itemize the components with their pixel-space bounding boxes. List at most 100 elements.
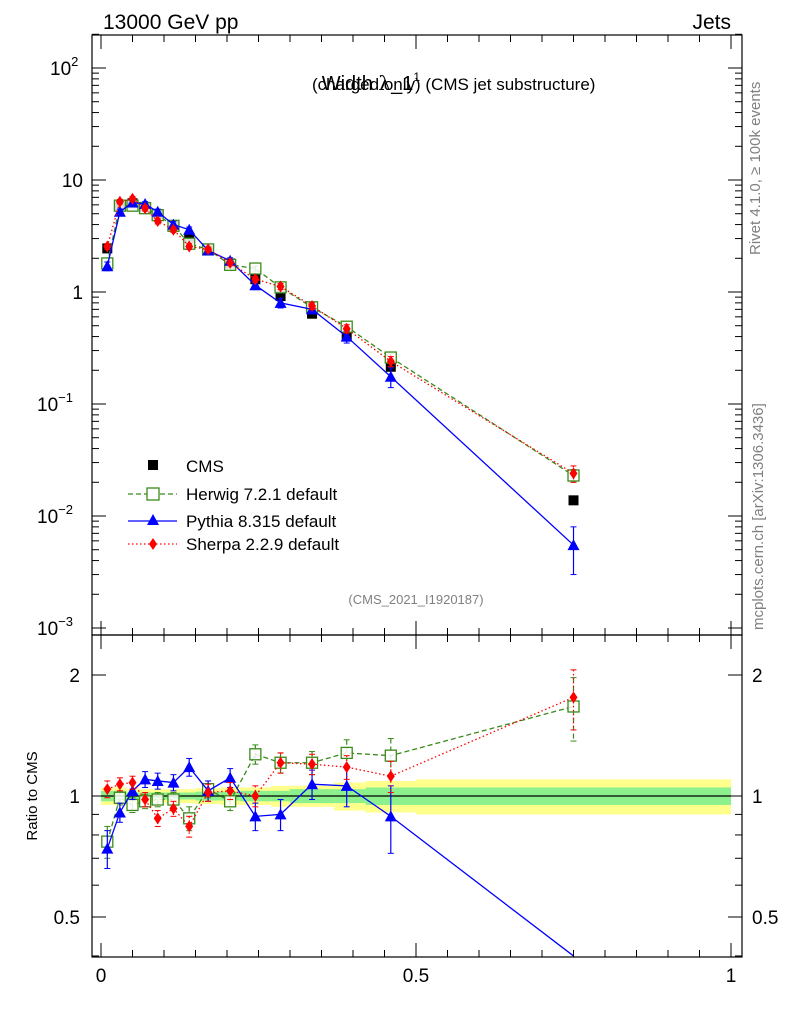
legend-sherpa-marker: [149, 538, 157, 550]
sherpa-data-point: [103, 783, 112, 796]
herwig-data-point: [249, 748, 262, 761]
herwig-data-point: [340, 746, 353, 760]
tick-base: 10: [37, 619, 58, 640]
sherpa-data-point: [386, 355, 395, 368]
legend-pythia-label: Pythia 8.315 default: [186, 512, 337, 531]
sherpa-data-point: [251, 790, 260, 802]
herwig-data-point: [151, 793, 164, 806]
cms-data-point: [568, 495, 579, 506]
pythia-data-point: [224, 771, 237, 783]
sherpa-data-point: [342, 761, 351, 774]
sherpa-data-point: [185, 240, 194, 253]
legend-cms-label: CMS: [186, 457, 224, 476]
plot-title-suffix: (charged only) (CMS jet substructure): [312, 75, 595, 94]
legend-cms-marker: [148, 460, 158, 470]
main-y-tick-label: 1: [72, 283, 83, 304]
sherpa-series-line: [107, 696, 574, 828]
herwig-series-line: [106, 705, 574, 842]
herwig-data-point: [126, 798, 139, 812]
main-y-tick-label: 10−2: [37, 502, 73, 528]
sherpa-data-point: [251, 273, 260, 286]
pythia-data-point: [384, 370, 397, 382]
pythia-data-point: [340, 330, 353, 342]
title-subscript: _1: [390, 73, 413, 95]
sherpa-data-point: [169, 223, 178, 236]
tick-base: 1: [72, 283, 83, 304]
title-lambda: λ: [378, 71, 391, 95]
plot-title: Width λ_11: [322, 70, 421, 95]
sherpa-data-point: [153, 215, 162, 228]
herwig-data-point: [113, 791, 127, 804]
sherpa-data-point: [141, 202, 150, 215]
pythia-data-point: [306, 778, 319, 790]
pythia-data-point: [384, 810, 397, 822]
mcplots-label: mcplots.cern.ch [arXiv:1306.3436]: [750, 403, 767, 630]
main-y-tick-label: 10−3: [37, 614, 73, 640]
x-tick-label: 0.5: [403, 966, 429, 987]
title-prefix: Width: [322, 73, 379, 95]
x-tick-label: 1: [726, 966, 737, 987]
tick-base: 10: [50, 59, 71, 80]
tick-base: 10: [37, 395, 58, 416]
header-energy-label: 13000 GeV pp: [103, 11, 238, 34]
herwig-data-point: [223, 795, 237, 808]
sherpa-data-point: [386, 770, 395, 783]
herwig-series-line: [106, 205, 574, 477]
tick-exponent: −2: [58, 502, 73, 517]
pythia-data-point: [151, 774, 164, 786]
pythia-data-point: [274, 808, 287, 820]
sherpa-data-point: [276, 280, 285, 293]
pythia-data-point: [139, 773, 152, 785]
rivet-version-label: Rivet 4.1.0, ≥ 100k events: [747, 82, 764, 255]
legend-sherpa-label: Sherpa 2.2.9 default: [186, 535, 339, 554]
ratio-y-tick-label-right: 0.5: [752, 908, 778, 929]
sherpa-data-point: [115, 778, 124, 791]
tick-exponent: 2: [71, 54, 78, 69]
pythia-data-point: [113, 205, 126, 217]
ratio-y-tick-label: 1: [69, 787, 80, 808]
pythia-data-point: [183, 761, 196, 773]
legend-pythia-marker: [147, 514, 159, 525]
pythia-data-point: [101, 842, 114, 854]
tick-base: 10: [37, 507, 58, 528]
legend-herwig-marker: [146, 487, 160, 501]
sherpa-data-point: [141, 793, 150, 806]
pythia-data-point: [567, 539, 580, 551]
pythia-data-point: [126, 784, 139, 796]
sherpa-data-point: [276, 756, 285, 769]
pythia-data-point: [101, 260, 114, 272]
herwig-data-point: [249, 262, 262, 275]
sherpa-series-line: [106, 198, 574, 474]
legend: CMS Herwig 7.2.1 default Pythia 8.315 de…: [128, 457, 339, 554]
main-y-tick-label: 102: [50, 54, 78, 80]
sherpa-data-point: [185, 820, 194, 833]
pythia-series-line: [106, 201, 574, 546]
sherpa-data-point: [103, 240, 112, 253]
ratio-y-tick-label: 0.5: [54, 908, 80, 929]
legend-herwig-label: Herwig 7.2.1 default: [186, 485, 337, 504]
ratio-y-tick-label-right: 1: [752, 787, 763, 808]
main-y-tick-label: 10: [62, 171, 83, 192]
sherpa-data-point: [308, 299, 317, 312]
x-axis: 0 0.5 1: [96, 35, 737, 987]
tick-exponent: −3: [58, 614, 73, 629]
tick-base: 10: [62, 171, 83, 192]
pythia-data-point: [274, 296, 287, 308]
sherpa-data-point: [342, 322, 351, 335]
sherpa-data-point: [226, 784, 235, 797]
pythia-data-point: [249, 810, 262, 822]
ratio-y-axis: 0.5 0.5 1 1 2 2: [54, 666, 778, 957]
pythia-data-point: [113, 806, 126, 818]
sherpa-data-point: [115, 195, 124, 208]
herwig-data-point: [384, 749, 397, 762]
sherpa-data-point: [128, 776, 137, 789]
ratio-axis-label: Ratio to CMS: [24, 751, 41, 840]
ratio-series-layer: [101, 669, 580, 957]
sherpa-data-point: [308, 758, 317, 771]
tick-exponent: −1: [58, 390, 73, 405]
ratio-y-tick-label: 2: [69, 666, 80, 687]
main-y-tick-label: 10−1: [37, 390, 73, 416]
sherpa-data-point: [569, 467, 578, 480]
